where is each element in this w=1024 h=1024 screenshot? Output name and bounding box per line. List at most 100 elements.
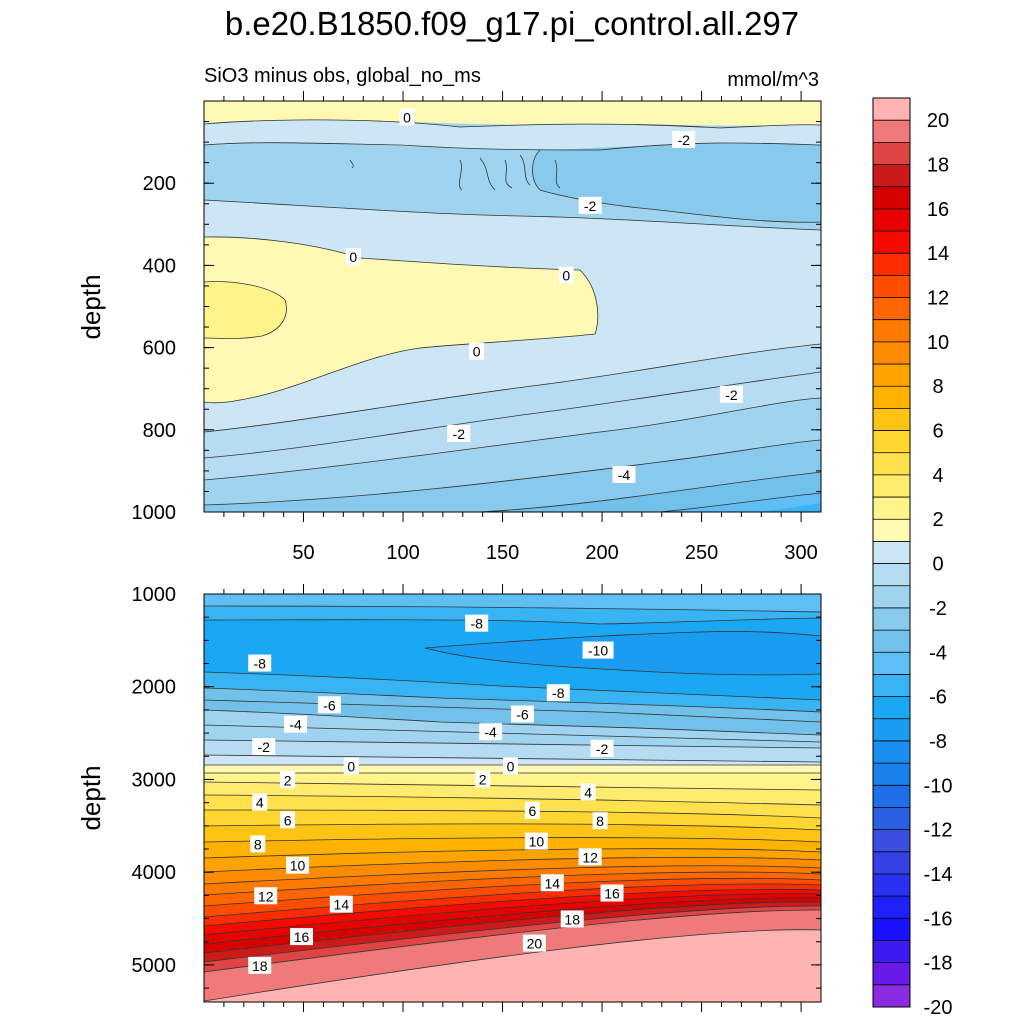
lower-contour-labels: -8 -10 -8 -8 -6 -6 -4 -4 -2 -2 0 0 2 2 4 4 6 6 8 8 10 10 12 12 1… <box>248 614 624 974</box>
contour-label-box <box>250 835 266 853</box>
contour-label-box <box>510 705 534 723</box>
colorbar-tick-label: 10 <box>927 332 949 354</box>
colorbar-frame <box>872 97 911 1008</box>
band-m2-upper <box>204 119 821 150</box>
contour-label-box <box>503 757 519 775</box>
colorbar-tick-label: -2 <box>929 598 947 620</box>
colorbar-tick-label: -8 <box>929 731 947 753</box>
contour-label-box <box>345 248 361 266</box>
colorbar-swatch <box>873 918 910 941</box>
colorbar-swatch <box>873 231 910 254</box>
colorbar-swatch <box>873 763 910 786</box>
colorbar-swatch <box>873 98 910 121</box>
colorbar-tick-label: -14 <box>924 864 953 886</box>
contour-label: 0 <box>403 109 411 125</box>
colorbar-tick-label: 12 <box>927 288 949 310</box>
colorbar-tick-label: -10 <box>924 775 953 797</box>
contour-label: 14 <box>545 875 561 891</box>
upper-contour-labels: 0 0 0 0 -2 -2 -2 -2 -4 <box>345 108 743 484</box>
colorbar-swatch <box>873 585 910 609</box>
contour-label: 8 <box>596 813 604 829</box>
contour-label: 12 <box>582 849 598 865</box>
colorbar-swatch <box>873 142 910 166</box>
y-tick-label: 3000 <box>132 769 177 791</box>
y-tick-label: 400 <box>143 255 176 277</box>
colorbar-swatch <box>873 674 910 698</box>
contour-label-box <box>252 793 268 811</box>
contour-label: 14 <box>334 897 350 913</box>
colorbar-tick-label: 6 <box>932 421 943 443</box>
upper-contour-fill <box>204 101 821 512</box>
colorbar-swatch <box>873 275 910 299</box>
contour-label-box <box>560 910 584 928</box>
colorbar-swatch <box>873 186 910 210</box>
colorbar-swatch <box>873 851 910 875</box>
contour-label-box <box>558 266 574 284</box>
contour-label-box <box>290 928 314 946</box>
colorbar-swatch <box>873 319 910 343</box>
contour-label: -2 <box>453 426 466 442</box>
colorbar-swatch <box>873 607 910 631</box>
contour-label-box <box>284 715 308 733</box>
contour-label: -10 <box>588 643 608 659</box>
upper-panel: 0 0 0 0 -2 -2 -2 -2 -4 50 100 150 200 250 300 200 400 6… <box>76 91 822 564</box>
colorbar-swatch <box>873 563 910 587</box>
colorbar-tick-label: -4 <box>929 642 947 664</box>
colorbar-swatch <box>873 208 910 232</box>
x-tick-label: 250 <box>685 542 718 564</box>
chart-title: b.e20.B1850.f09_g17.pi_control.all.297 <box>225 5 799 42</box>
contour-label-box <box>280 771 296 789</box>
contour-label: -2 <box>257 739 270 755</box>
contour-label-box <box>252 738 276 755</box>
colorbar-swatch <box>873 386 910 409</box>
colorbar-tick-label: 4 <box>932 465 943 487</box>
contour-label-box <box>286 856 310 874</box>
colorbar-swatch <box>873 652 910 675</box>
contour-label-box <box>329 895 353 913</box>
contour-label-box <box>578 196 602 214</box>
upper-y-axis: 200 400 600 800 1000 <box>132 100 821 524</box>
contour-label-box <box>475 770 491 788</box>
contour-label: 12 <box>258 888 274 904</box>
contour-label: -2 <box>584 198 597 214</box>
colorbar-swatch <box>873 120 910 143</box>
lower-plot-frame <box>203 593 822 1003</box>
colorbar-tick-label: 18 <box>927 155 949 177</box>
colorbar-swatch <box>873 630 910 653</box>
contour-label-box <box>612 466 636 484</box>
colorbar-swatch <box>873 452 910 476</box>
contour-label-box <box>248 956 272 974</box>
colorbar-tick-label: -12 <box>924 820 953 842</box>
colorbar-swatch <box>873 364 910 387</box>
contour-label: 0 <box>562 268 570 284</box>
lower-y-axis-label: depth <box>76 765 106 830</box>
contour-label-box <box>540 874 564 892</box>
colorbar-swatch <box>873 785 910 808</box>
contour-label: -2 <box>725 387 738 403</box>
colorbar-swatch <box>873 740 910 764</box>
contour-label-box <box>590 739 614 757</box>
contour-label-box <box>546 684 570 702</box>
colorbar-tick-label: 8 <box>932 376 943 398</box>
y-tick-label: 1000 <box>132 584 177 606</box>
contour-label: 18 <box>252 958 268 974</box>
colorbar-tick-label: -20 <box>924 997 953 1019</box>
colorbar-tick-label: 0 <box>932 554 943 576</box>
x-tick-label: 300 <box>784 542 817 564</box>
colorbar-tick-label: 16 <box>927 199 949 221</box>
band-m7-lower <box>760 503 821 512</box>
contour-label-box <box>522 934 546 952</box>
contour-label: 0 <box>347 758 355 774</box>
contour-label: 16 <box>604 886 620 902</box>
contour-label: 2 <box>284 772 292 788</box>
band-2-core <box>204 281 287 339</box>
colorbar-swatch <box>873 497 910 520</box>
contour-label: 8 <box>254 836 262 852</box>
contour-label-box <box>343 757 359 775</box>
y-tick-label: 800 <box>143 420 176 442</box>
band-m5-lower <box>480 472 821 512</box>
contour-label-box <box>672 131 696 149</box>
band-m4-upper <box>532 143 821 223</box>
contour-label: 6 <box>529 803 537 819</box>
colorbar-swatch <box>873 718 910 742</box>
